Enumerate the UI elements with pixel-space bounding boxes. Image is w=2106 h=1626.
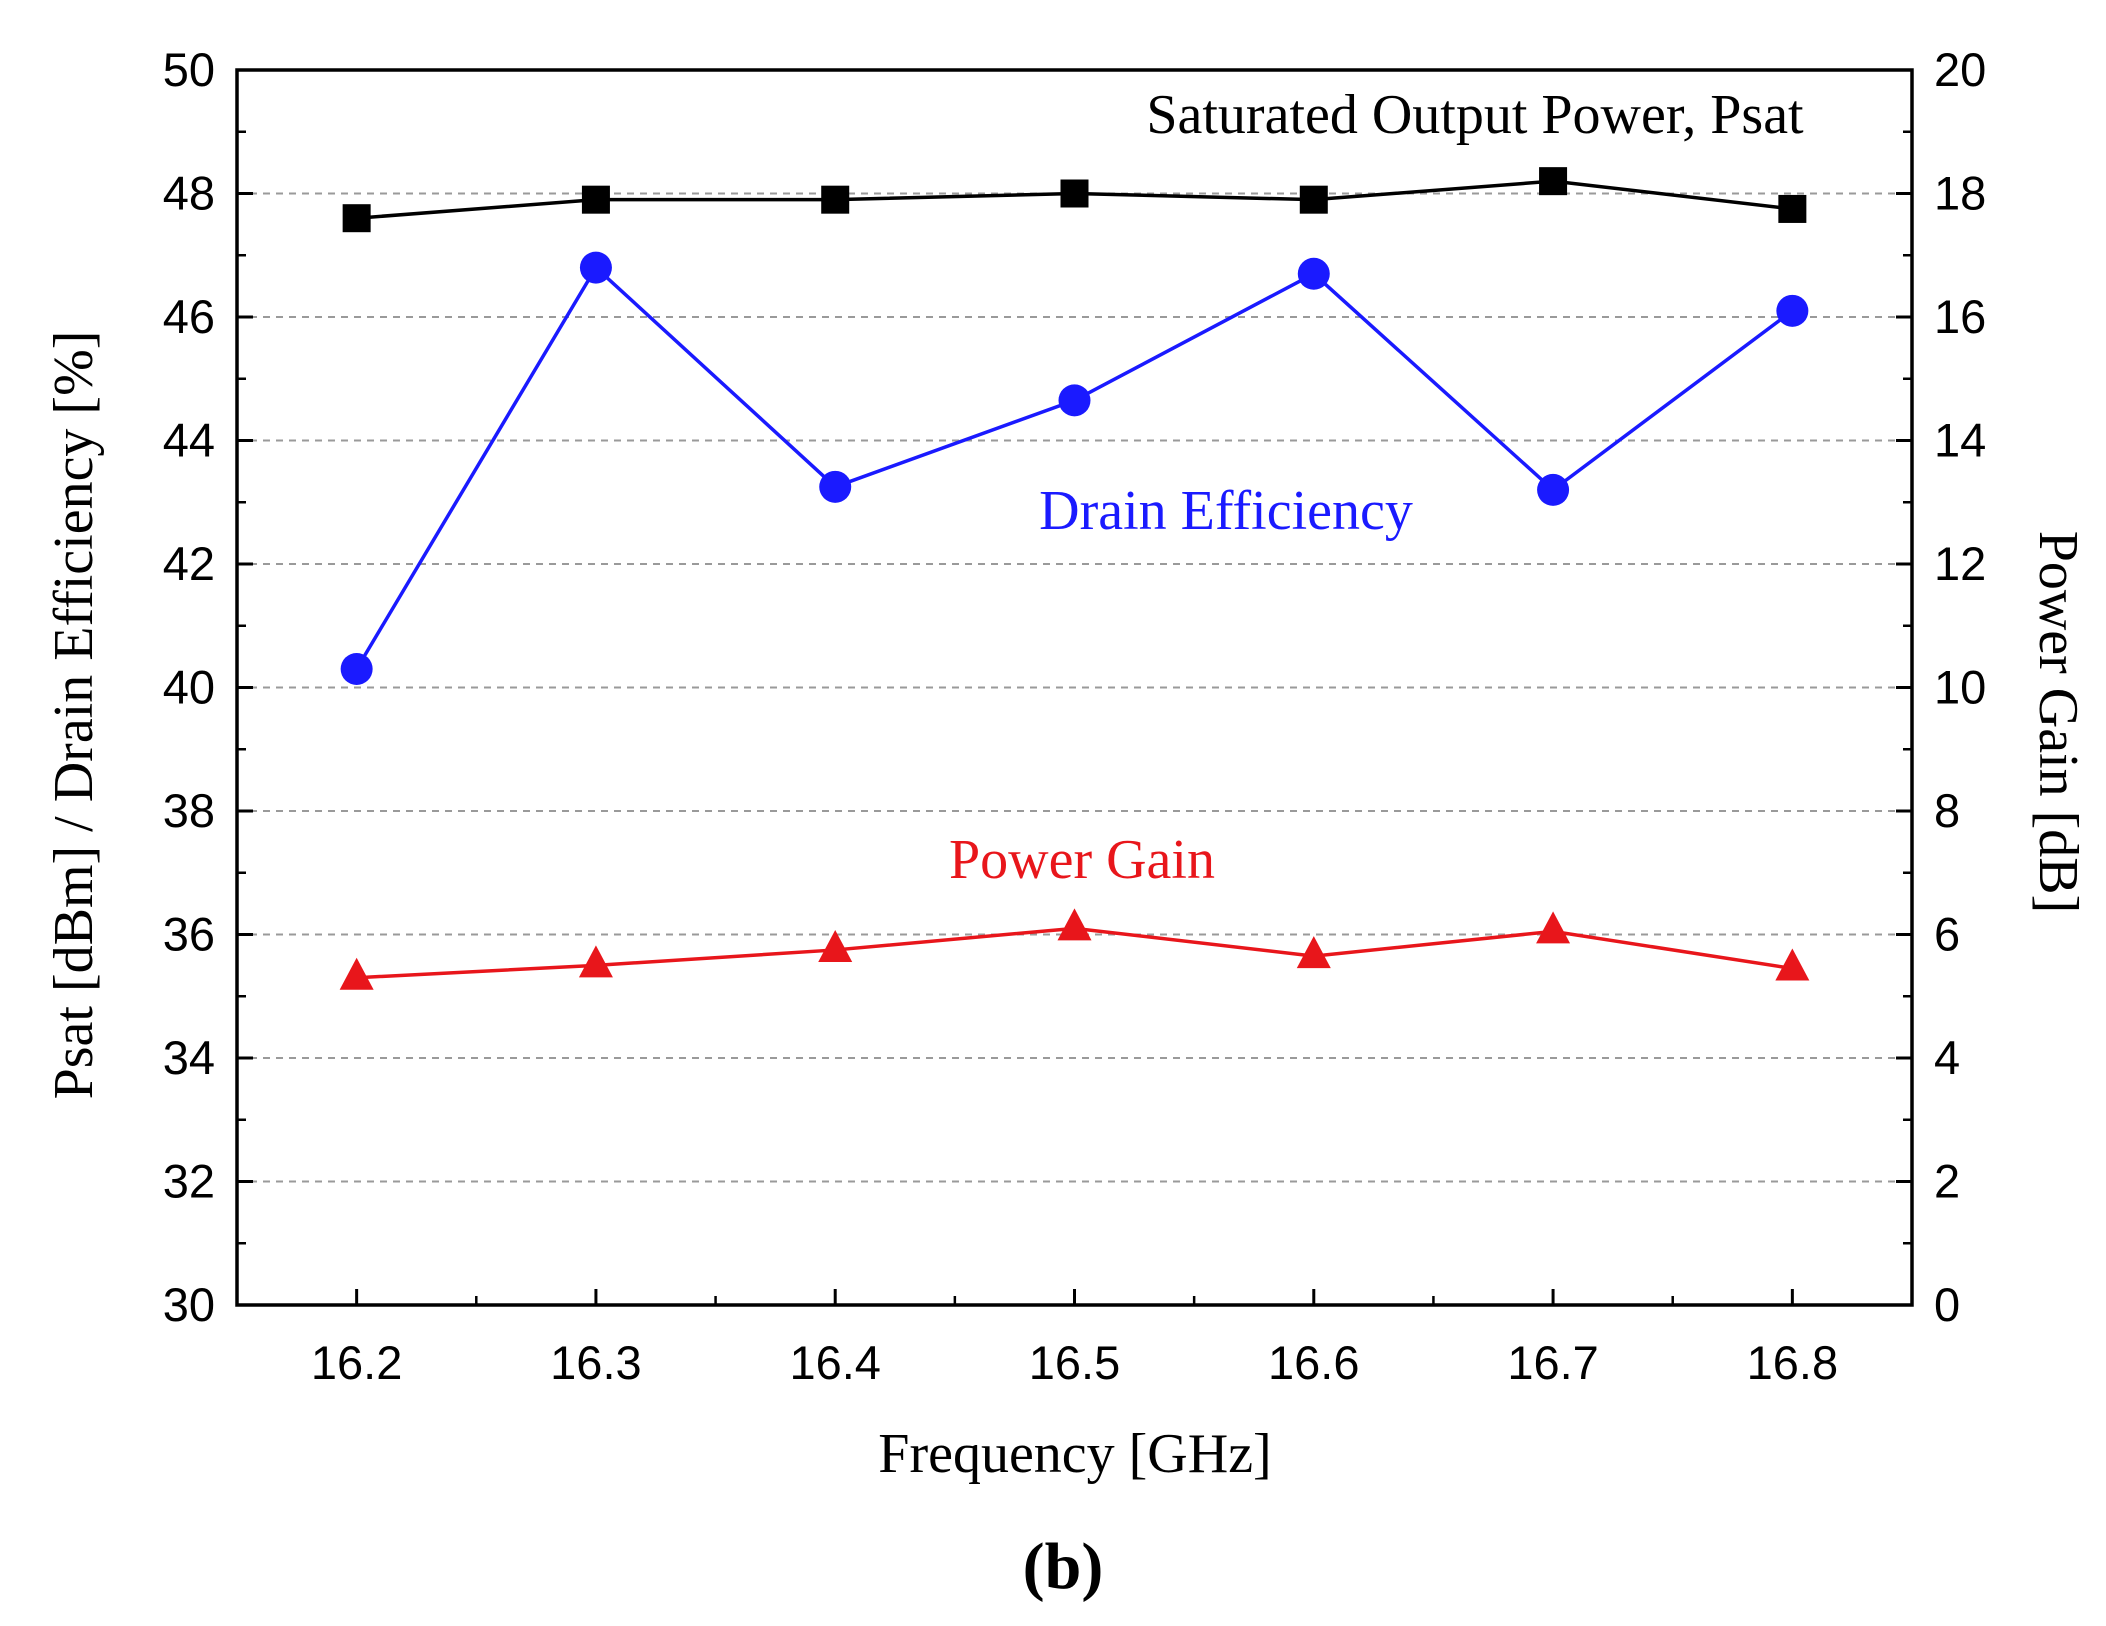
x-tick-label: 16.2 xyxy=(311,1336,402,1389)
data-point-square xyxy=(1299,185,1328,214)
x-tick-label: 16.7 xyxy=(1507,1336,1598,1389)
y-right-tick-label: 16 xyxy=(1934,290,1986,343)
data-point-square xyxy=(342,204,371,233)
x-tick-label: 16.5 xyxy=(1029,1336,1120,1389)
data-point-square xyxy=(581,185,610,214)
y-left-tick-label: 36 xyxy=(163,908,215,961)
data-point-triangle xyxy=(1536,911,1571,944)
y-left-tick-label: 40 xyxy=(163,661,215,714)
series xyxy=(339,167,1810,990)
data-point-square xyxy=(1778,194,1807,223)
x-tick-label: 16.4 xyxy=(789,1336,880,1389)
y-left-tick-label: 30 xyxy=(163,1278,215,1331)
y-axis-title-right: Power Gain [dB] xyxy=(2027,531,2089,914)
data-point-circle xyxy=(1537,473,1570,506)
x-axis-title: Frequency [GHz] xyxy=(878,1423,1271,1485)
data-point-triangle xyxy=(818,929,853,962)
data-point-circle xyxy=(1297,257,1330,290)
tick-labels: 30 0 32 2 34 4 36 6 38 8 40 10 42 12 44 14 46 16 48 18 50 20 1… xyxy=(163,43,1987,1389)
data-point-circle xyxy=(340,652,373,685)
series-label-power-gain: Power Gain xyxy=(949,829,1215,891)
data-point-triangle xyxy=(339,957,374,990)
series-label-psat: Saturated Output Power, Psat xyxy=(1146,84,1804,146)
data-point-triangle xyxy=(1057,908,1092,941)
y-right-tick-label: 2 xyxy=(1934,1155,1960,1208)
y-axis-title-left: Psat [dBm] / Drain Efficiency [%] xyxy=(43,331,105,1100)
axis-ticks xyxy=(237,68,1912,1307)
data-point-circle xyxy=(579,251,612,284)
y-right-tick-label: 0 xyxy=(1934,1278,1960,1331)
y-right-tick-label: 12 xyxy=(1934,537,1986,590)
y-right-tick-label: 20 xyxy=(1934,43,1986,96)
gridlines xyxy=(237,192,1912,1183)
figure-caption: (b) xyxy=(1023,1530,1104,1603)
x-tick-label: 16.3 xyxy=(550,1336,641,1389)
y-left-tick-label: 34 xyxy=(163,1031,215,1084)
data-point-circle xyxy=(1058,384,1091,417)
series-label-drain-efficiency: Drain Efficiency xyxy=(1039,480,1413,542)
y-left-tick-label: 42 xyxy=(163,537,215,590)
y-left-tick-label: 32 xyxy=(163,1155,215,1208)
y-left-tick-label: 50 xyxy=(163,43,215,96)
data-point-circle xyxy=(819,470,852,503)
series-line-drain-efficiency xyxy=(355,264,1794,670)
x-tick-label: 16.8 xyxy=(1747,1336,1838,1389)
y-left-tick-label: 38 xyxy=(163,784,215,837)
y-left-tick-label: 44 xyxy=(163,414,215,467)
data-point-square xyxy=(1060,179,1089,208)
y-left-tick-label: 46 xyxy=(163,290,215,343)
y-right-tick-label: 10 xyxy=(1934,661,1986,714)
data-point-triangle xyxy=(1775,948,1810,981)
y-right-tick-label: 14 xyxy=(1934,414,1986,467)
y-right-tick-label: 6 xyxy=(1934,908,1960,961)
data-point-square xyxy=(821,185,850,214)
y-right-tick-label: 8 xyxy=(1934,784,1960,837)
data-point-triangle xyxy=(1296,936,1331,969)
data-point-triangle xyxy=(578,945,613,978)
data-point-circle xyxy=(1776,294,1809,327)
data-point-square xyxy=(1539,167,1568,196)
y-right-tick-label: 4 xyxy=(1934,1031,1960,1084)
y-left-tick-label: 48 xyxy=(163,167,215,220)
y-right-tick-label: 18 xyxy=(1934,167,1986,220)
x-tick-label: 16.6 xyxy=(1268,1336,1359,1389)
